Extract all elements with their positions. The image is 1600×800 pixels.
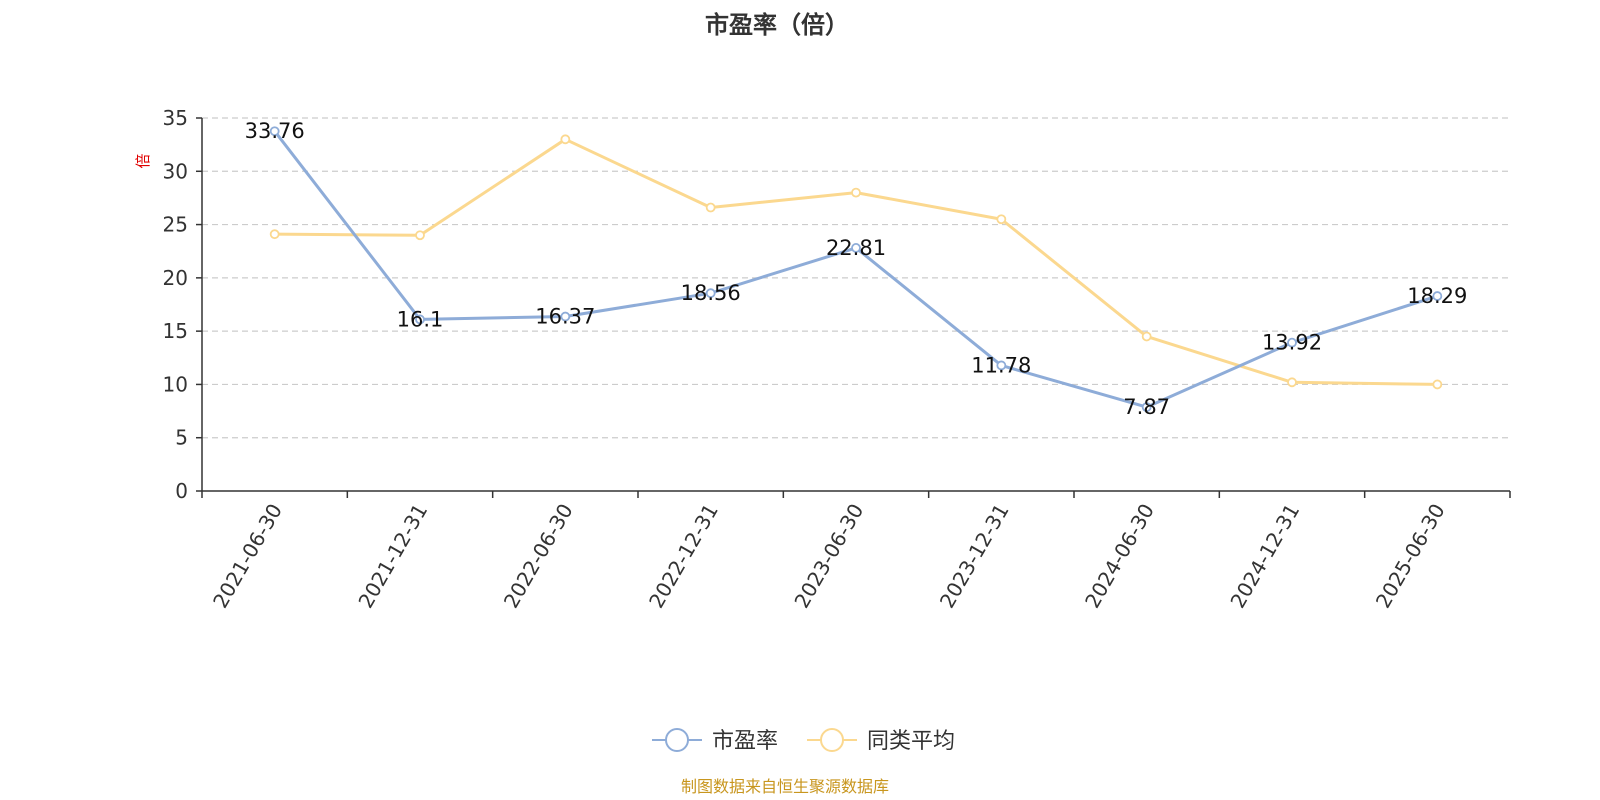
legend-label: 同类平均: [867, 729, 955, 754]
legend-marker-icon: [820, 728, 844, 752]
data-point: [1141, 331, 1152, 342]
legend-marker-icon: [665, 728, 689, 752]
y-tick-label: 5: [175, 426, 188, 450]
data-point: [1141, 402, 1152, 413]
y-tick-label: 25: [163, 213, 188, 237]
y-tick-label: 35: [163, 106, 188, 130]
data-point: [705, 202, 716, 213]
data-point: [1432, 291, 1443, 301]
data-point: [705, 288, 716, 299]
series-layer: [269, 126, 1443, 413]
legend: 市盈率 同类平均: [652, 728, 955, 754]
y-tick-label: 0: [175, 479, 188, 503]
data-label: 7.87: [1123, 395, 1170, 419]
data-label: 33.76: [245, 119, 305, 143]
chart-title: 市盈率（倍）: [705, 11, 849, 39]
y-tick-label: 20: [163, 266, 188, 290]
data-point: [851, 243, 861, 253]
data-label: 13.92: [1262, 331, 1322, 355]
data-label: 11.78: [971, 353, 1031, 377]
x-tick-label: 2023-06-30: [789, 500, 868, 613]
legend-item[interactable]: 同类平均: [807, 728, 955, 754]
data-point: [1432, 379, 1443, 390]
data-label: 18.56: [681, 281, 741, 305]
data-point: [1287, 337, 1297, 348]
data-point: [851, 187, 861, 198]
x-tick-label: 2025-06-30: [1371, 500, 1450, 613]
x-tick-label: 2022-06-30: [499, 500, 578, 613]
series-line: [273, 130, 1438, 409]
legend-label: 市盈率: [712, 729, 778, 754]
y-tick-label: 10: [163, 372, 188, 396]
data-label: 16.37: [535, 305, 595, 329]
data-point: [996, 360, 1007, 371]
data-point: [560, 311, 571, 322]
axes: 0 5 10 15 20 25 30 35 2021-06-30 2021-12-31 2022-0…: [163, 106, 1511, 613]
data-labels: 33.76 16.1 16.37 18.56 22.81 11.78 7.87 13.92 18…: [245, 119, 1468, 419]
x-tick-label: 2021-06-30: [208, 500, 287, 613]
y-axis-unit-label: 倍: [134, 153, 152, 168]
data-label: 16.1: [397, 307, 444, 331]
data-label: 18.29: [1407, 284, 1467, 308]
data-point: [560, 134, 571, 145]
data-point: [1287, 377, 1297, 388]
x-tick-label: 2021-12-31: [353, 500, 432, 613]
y-tick-label: 15: [163, 319, 188, 343]
legend-item[interactable]: 市盈率: [652, 728, 778, 754]
y-tick-label: 30: [163, 159, 188, 183]
data-point: [269, 126, 280, 137]
data-point: [996, 214, 1007, 225]
x-tick-label: 2024-06-30: [1080, 500, 1159, 613]
data-point: [415, 314, 425, 325]
x-tick-label: 2022-12-31: [644, 500, 723, 613]
source-note: 制图数据来自恒生聚源数据库: [681, 777, 889, 796]
data-label: 22.81: [826, 236, 886, 260]
data-point: [415, 230, 425, 241]
data-point: [269, 229, 280, 240]
x-tick-label: 2024-12-31: [1225, 500, 1304, 613]
grid-lines: [202, 117, 1510, 439]
x-tick-label: 2023-12-31: [935, 500, 1014, 613]
